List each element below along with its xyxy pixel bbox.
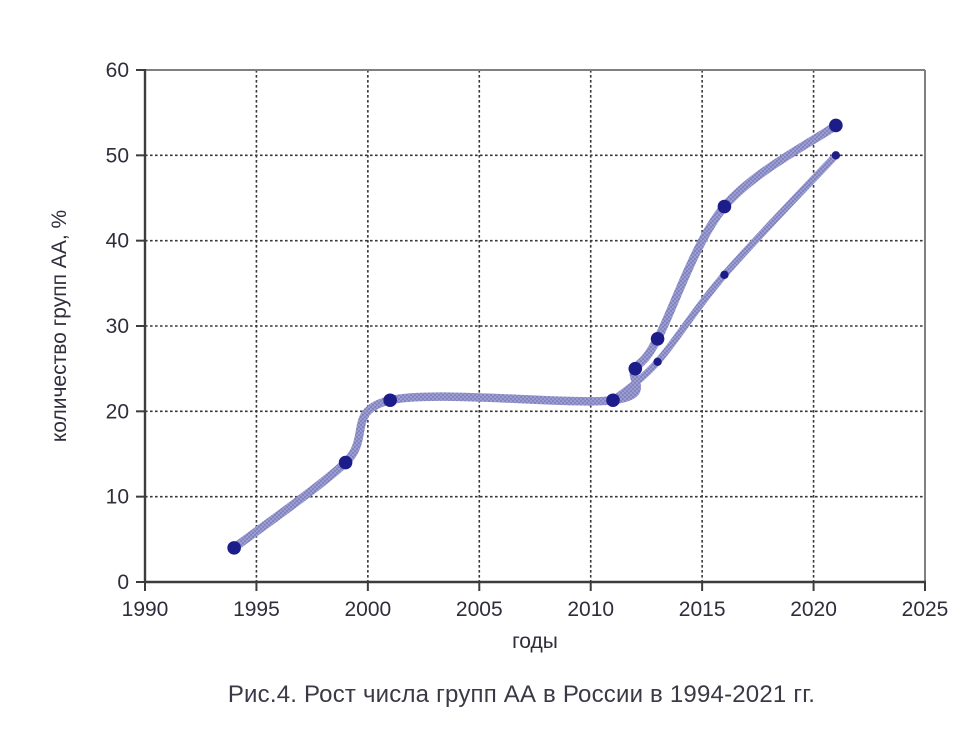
series-1-point <box>227 541 241 555</box>
x-axis-title: годы <box>512 630 558 653</box>
y-axis-tick-label: 10 <box>106 486 129 509</box>
y-axis-tick-label: 40 <box>106 230 129 253</box>
y-axis-tick-label: 30 <box>106 315 129 338</box>
x-axis-tick-label: 2010 <box>567 598 614 621</box>
y-axis-title: количество групп АА, % <box>48 210 71 442</box>
caption-row: Рис.4. Рост числа групп АА в России в 19… <box>0 681 965 709</box>
x-axis-tick-label: 2000 <box>344 598 391 621</box>
x-axis-tick-label: 2005 <box>456 598 503 621</box>
y-axis-tick-label: 0 <box>117 571 129 594</box>
series-1-point <box>338 455 353 470</box>
chart-canvas: 0 10 20 30 40 50 60 1990 1995 2000 2005 2010 2015 202… <box>48 59 949 653</box>
series-1-line <box>229 121 841 553</box>
series-1-point <box>650 332 665 346</box>
series-1-point <box>383 393 397 408</box>
series-2-point <box>831 151 841 160</box>
x-axis-tick-label: 2025 <box>902 598 949 621</box>
series-1-point <box>717 199 732 214</box>
x-axis-tick-label: 2020 <box>790 598 837 621</box>
series-2-point <box>720 270 729 279</box>
y-axis-tick-label: 60 <box>106 59 129 82</box>
series-1-point <box>829 118 843 133</box>
x-axis-tick-label: 1990 <box>122 598 169 621</box>
series-2-point <box>653 357 662 367</box>
y-axis-tick-label: 20 <box>106 400 129 423</box>
series-1-point <box>606 393 620 408</box>
figure-caption: Рис.4. Рост числа групп АА в России в 19… <box>227 681 816 708</box>
series-1-point <box>628 361 643 376</box>
x-axis-tick-label: 1995 <box>233 598 280 621</box>
y-axis-tick-label: 50 <box>106 144 129 167</box>
x-axis-tick-label: 2015 <box>679 598 726 621</box>
